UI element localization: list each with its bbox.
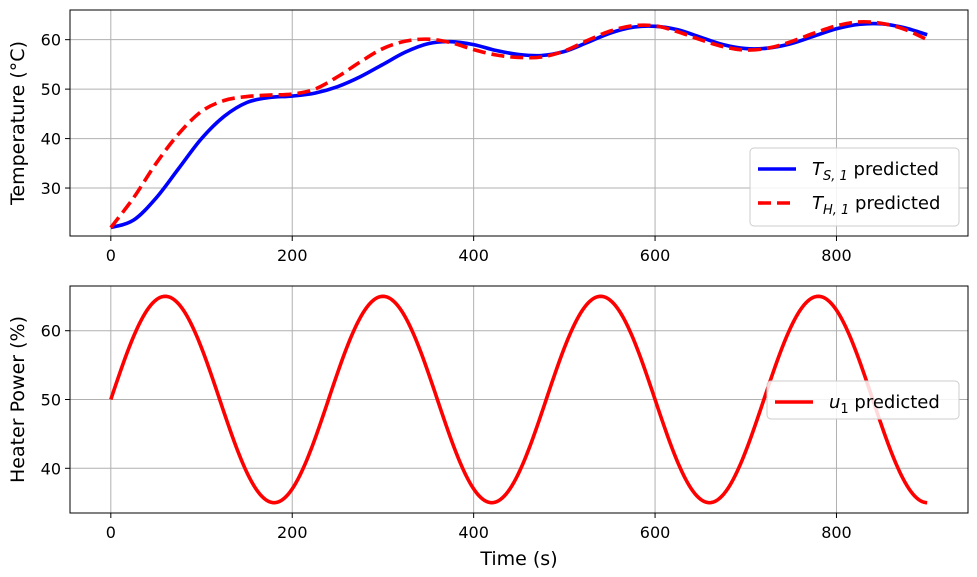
x-tick-label: 200 [277, 523, 308, 542]
series-line-2 [109, 19, 928, 229]
legend-box [749, 147, 960, 227]
series-line-1 [109, 294, 928, 505]
chart-panel-2: 0 200 400 600 800 40 50 60 Heater Power (%) Time … [7, 285, 969, 570]
legend-entry: TH, 1 predicted [812, 193, 940, 218]
y-tick-label: 60 [41, 31, 61, 50]
x-tick-label: 800 [821, 523, 852, 542]
legend-entry: u1 predicted [829, 392, 940, 417]
chart-panel-1: 0 200 400 600 800 30 40 50 60 Temperature (°C) TS,… [7, 9, 969, 265]
x-tick-label: 400 [458, 523, 489, 542]
legend: TS, 1 predicted TH, 1 predicted [749, 147, 960, 227]
series-line-1 [110, 21, 928, 230]
y-tick-label: 40 [41, 459, 61, 478]
y-tick-label: 50 [41, 80, 61, 99]
y-tick-label: 50 [41, 391, 61, 410]
legend-box [766, 380, 960, 420]
x-tick-label: 0 [106, 523, 116, 542]
legend: u1 predicted [766, 380, 960, 420]
x-tick-label: 400 [458, 246, 489, 265]
x-axis-label: Time (s) [479, 548, 557, 570]
x-tick-label: 600 [640, 246, 671, 265]
x-tick-label: 800 [821, 246, 852, 265]
x-tick-label: 600 [640, 523, 671, 542]
y-tick-label: 60 [41, 322, 61, 341]
y-axis-label: Temperature (°C) [7, 41, 29, 206]
plot-frame [69, 9, 969, 237]
y-tick-label: 30 [41, 179, 61, 198]
y-axis-label: Heater Power (%) [7, 316, 29, 483]
y-tick-label: 40 [41, 130, 61, 149]
x-tick-label: 200 [277, 246, 308, 265]
legend-entry: TS, 1 predicted [812, 159, 939, 184]
x-tick-label: 0 [106, 246, 116, 265]
